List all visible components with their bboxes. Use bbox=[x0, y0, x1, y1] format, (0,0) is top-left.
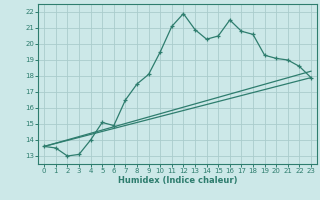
X-axis label: Humidex (Indice chaleur): Humidex (Indice chaleur) bbox=[118, 176, 237, 185]
